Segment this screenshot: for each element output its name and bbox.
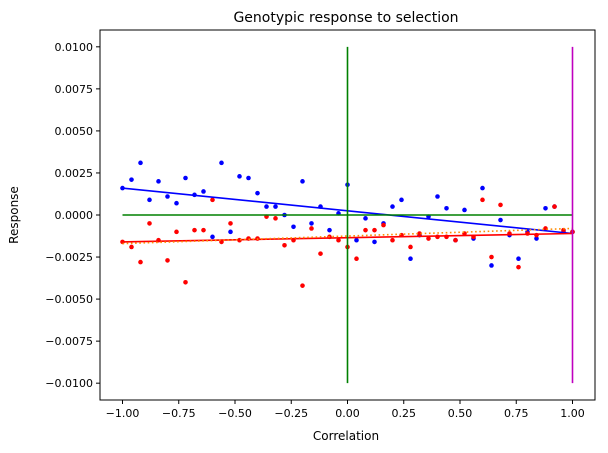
red-point-1 <box>129 244 134 250</box>
red-point-6 <box>174 229 179 235</box>
red-point-33 <box>417 231 422 236</box>
red-point-21 <box>309 226 314 231</box>
y-axis-label: Response <box>7 186 21 244</box>
orange-line-2 <box>122 227 573 245</box>
red-point-48 <box>552 204 557 209</box>
red-point-24 <box>336 237 341 243</box>
y-tick-label-1: −0.0075 <box>45 335 93 348</box>
blue-point-26 <box>354 237 359 243</box>
blue-point-11 <box>219 160 224 166</box>
x-tick-label-6: 0.50 <box>448 407 473 420</box>
blue-point-4 <box>156 179 161 184</box>
x-tick-label-8: 1.00 <box>560 407 585 420</box>
blue-point-19 <box>291 224 296 230</box>
blue-point-14 <box>246 175 251 181</box>
red-point-22 <box>318 251 323 256</box>
y-tick-label-3: −0.0025 <box>45 251 93 264</box>
red-point-27 <box>363 227 368 233</box>
blue-point-42 <box>498 217 503 223</box>
x-tick-label-1: −0.75 <box>162 407 196 420</box>
y-tick-label-7: 0.0075 <box>55 83 94 96</box>
red-point-37 <box>453 237 458 243</box>
red-point-8 <box>192 227 197 233</box>
y-tick-label-0: −0.0100 <box>45 377 93 390</box>
x-tick-label-5: 0.25 <box>392 407 417 420</box>
red-point-29 <box>381 222 386 228</box>
red-point-9 <box>201 227 206 233</box>
blue-point-12 <box>228 229 233 235</box>
red-point-7 <box>183 279 188 285</box>
blue-point-38 <box>462 207 467 213</box>
blue-point-13 <box>237 174 242 179</box>
red-point-18 <box>282 242 287 248</box>
blue-point-28 <box>372 239 377 245</box>
blue-point-41 <box>489 263 494 268</box>
blue-point-36 <box>444 205 449 211</box>
blue-point-32 <box>408 256 413 262</box>
red-point-12 <box>228 221 233 226</box>
red-point-42 <box>498 202 503 208</box>
blue-point-27 <box>363 216 368 221</box>
red-point-3 <box>147 221 152 226</box>
blue-point-44 <box>516 256 521 262</box>
red-point-26 <box>354 256 359 262</box>
x-tick-label-7: 0.75 <box>504 407 529 420</box>
chart-title: Genotypic response to selection <box>233 10 458 26</box>
blue-point-9 <box>201 189 206 194</box>
blue-point-2 <box>138 160 143 166</box>
blue-point-7 <box>183 175 188 181</box>
red-point-34 <box>426 236 431 241</box>
y-tick-label-5: 0.0025 <box>55 167 94 180</box>
red-point-10 <box>210 197 215 203</box>
blue-point-6 <box>174 200 179 206</box>
blue-point-21 <box>309 221 314 226</box>
red-point-17 <box>273 216 278 221</box>
red-point-5 <box>165 258 170 263</box>
red-point-30 <box>390 237 395 243</box>
blue-point-3 <box>147 197 152 203</box>
y-tick-label-8: 0.0100 <box>55 41 94 54</box>
y-tick-label-6: 0.0050 <box>55 125 94 138</box>
blue-point-35 <box>435 194 440 199</box>
x-tick-label-4: 0.00 <box>335 407 360 420</box>
x-tick-label-0: −1.00 <box>106 407 140 420</box>
blue-point-40 <box>480 185 485 191</box>
blue-point-23 <box>327 227 332 233</box>
red-point-41 <box>489 254 494 260</box>
y-tick-label-2: −0.0050 <box>45 293 93 306</box>
red-point-44 <box>516 264 521 270</box>
red-point-32 <box>408 244 413 250</box>
x-tick-label-3: −0.25 <box>274 407 308 420</box>
y-tick-label-4: 0.0000 <box>55 209 94 222</box>
blue-point-5 <box>165 194 170 199</box>
blue-point-46 <box>534 236 539 241</box>
red-point-2 <box>138 259 143 265</box>
blue-point-16 <box>264 204 269 209</box>
x-axis: −1.00 −0.75 −0.50 −0.25 0.00 0.25 0.50 0.75 1.00 <box>106 400 585 420</box>
blue-point-47 <box>543 205 548 211</box>
blue-point-15 <box>255 190 260 196</box>
blue-point-30 <box>390 204 395 209</box>
blue-point-31 <box>399 197 404 203</box>
red-point-40 <box>480 197 485 203</box>
blue-point-17 <box>273 204 278 209</box>
plot-area <box>99 29 596 401</box>
red-point-20 <box>300 283 305 288</box>
y-axis: −0.0100 −0.0075 −0.0050 −0.0025 0.0000 0.0025… <box>45 41 100 390</box>
x-axis-label: Correlation <box>313 429 379 443</box>
red-point-28 <box>372 227 377 233</box>
blue-point-0 <box>120 185 125 191</box>
blue-point-20 <box>300 179 305 184</box>
blue-point-10 <box>210 234 215 240</box>
blue-point-1 <box>129 177 134 182</box>
x-tick-label-2: −0.50 <box>218 407 252 420</box>
